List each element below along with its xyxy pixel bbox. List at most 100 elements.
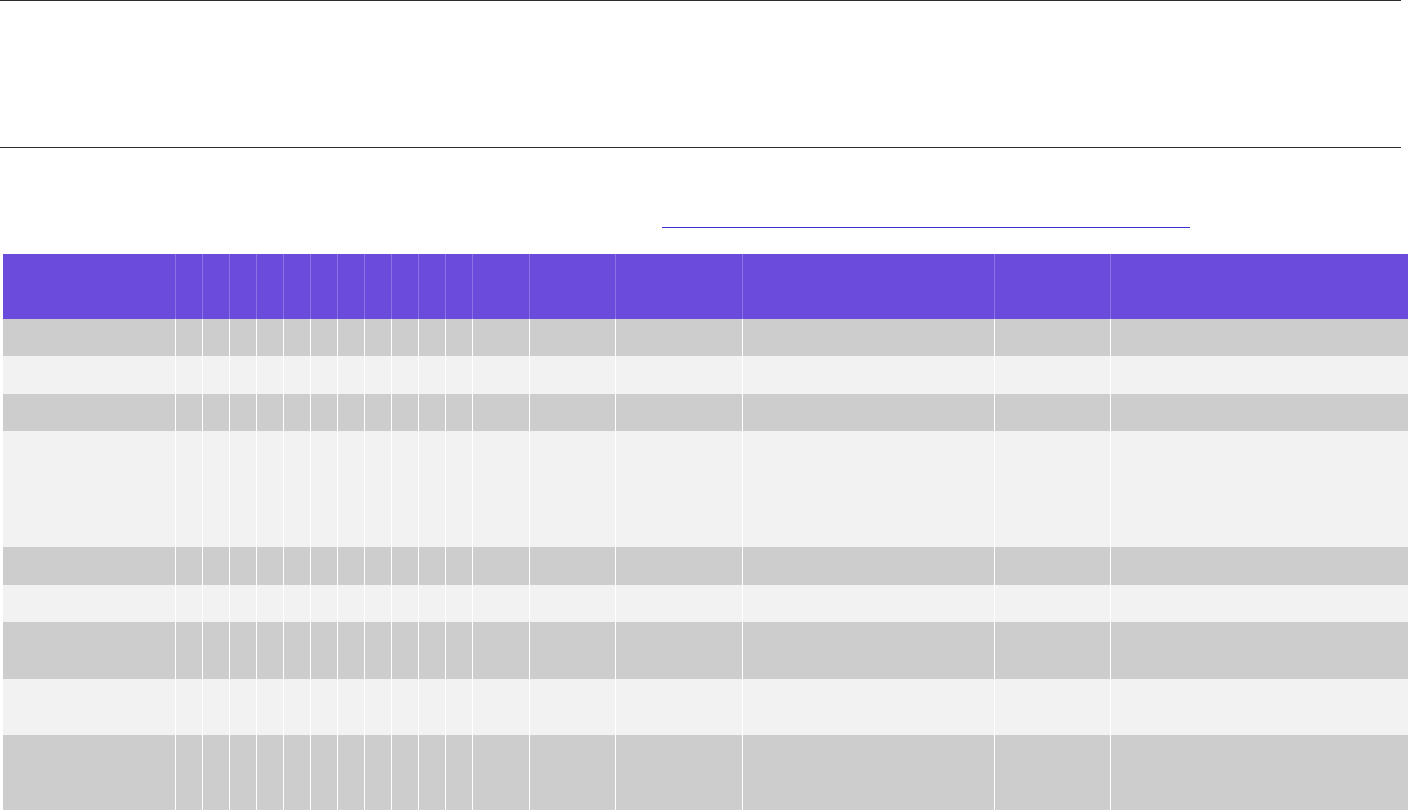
table-cell	[175, 585, 203, 622]
table-cell	[283, 431, 311, 547]
table-cell	[202, 431, 230, 547]
table-cell	[472, 585, 530, 622]
table-cell	[175, 547, 203, 585]
table-cell	[310, 585, 338, 622]
table-cell	[229, 394, 257, 431]
table-cell	[1110, 394, 1408, 431]
table-cell	[994, 394, 1111, 431]
table-cell	[529, 585, 616, 622]
table-cell	[175, 319, 203, 356]
table-row	[3, 679, 1408, 735]
table-cell	[283, 585, 311, 622]
table-row	[3, 547, 1408, 585]
table-cell	[256, 356, 284, 394]
table-cell	[472, 547, 530, 585]
table-cell	[615, 679, 743, 735]
table-cell	[615, 622, 743, 679]
table-cell	[337, 356, 365, 394]
table-cell	[742, 356, 995, 394]
table-cell	[202, 319, 230, 356]
column-header	[994, 254, 1111, 319]
table-cell	[391, 547, 419, 585]
table-cell	[391, 356, 419, 394]
table-cell	[418, 356, 446, 394]
column-header	[391, 254, 419, 319]
table-cell	[337, 622, 365, 679]
table-cell	[615, 585, 743, 622]
table-cell	[256, 622, 284, 679]
header-bottom-rule	[0, 147, 1401, 148]
table-cell	[337, 547, 365, 585]
table-row	[3, 431, 1408, 547]
column-header	[337, 254, 365, 319]
table-cell	[529, 394, 616, 431]
table-cell	[283, 622, 311, 679]
table-cell	[615, 431, 743, 547]
table-cell	[3, 679, 176, 735]
table-cell	[256, 319, 284, 356]
column-header	[202, 254, 230, 319]
table-cell	[310, 679, 338, 735]
table-cell	[337, 735, 365, 810]
table-cell	[529, 679, 616, 735]
table-cell	[364, 356, 392, 394]
table-cell	[445, 356, 473, 394]
table-cell	[445, 547, 473, 585]
table-cell	[472, 622, 530, 679]
table-cell	[994, 585, 1111, 622]
table-cell	[1110, 735, 1408, 810]
table-cell	[391, 431, 419, 547]
table-cell	[615, 394, 743, 431]
data-table	[3, 254, 1408, 810]
table-cell	[472, 356, 530, 394]
table-row	[3, 394, 1408, 431]
table-cell	[202, 585, 230, 622]
column-header	[175, 254, 203, 319]
table-header-row	[3, 254, 1408, 319]
table-cell	[364, 547, 392, 585]
table-cell	[418, 622, 446, 679]
table-cell	[742, 735, 995, 810]
table-cell	[418, 394, 446, 431]
table-cell	[229, 585, 257, 622]
table-cell	[310, 431, 338, 547]
table-cell	[175, 735, 203, 810]
table-cell	[994, 431, 1111, 547]
table-cell	[472, 735, 530, 810]
table-cell	[283, 394, 311, 431]
table-row	[3, 585, 1408, 622]
table-cell	[364, 431, 392, 547]
table-cell	[391, 319, 419, 356]
table-cell	[1110, 679, 1408, 735]
table-cell	[283, 547, 311, 585]
table-cell	[742, 547, 995, 585]
table-cell	[742, 622, 995, 679]
table-cell	[615, 319, 743, 356]
table-cell	[283, 319, 311, 356]
table-cell	[1110, 585, 1408, 622]
table-cell	[337, 319, 365, 356]
table-cell	[3, 431, 176, 547]
table-cell	[202, 547, 230, 585]
table-cell	[175, 679, 203, 735]
table-cell	[175, 356, 203, 394]
header-top-rule	[0, 0, 1401, 1]
table-cell	[994, 547, 1111, 585]
document-link[interactable]	[662, 210, 1190, 228]
table-cell	[1110, 319, 1408, 356]
table-cell	[418, 585, 446, 622]
table-cell	[742, 585, 995, 622]
table-cell	[364, 394, 392, 431]
table-cell	[283, 356, 311, 394]
table-cell	[202, 735, 230, 810]
table-cell	[472, 679, 530, 735]
table-cell	[175, 622, 203, 679]
table-cell	[229, 547, 257, 585]
column-header	[3, 254, 176, 319]
column-header	[742, 254, 995, 319]
table-cell	[364, 585, 392, 622]
table-cell	[615, 356, 743, 394]
table-cell	[418, 319, 446, 356]
column-header	[1110, 254, 1408, 319]
table-cell	[1110, 356, 1408, 394]
